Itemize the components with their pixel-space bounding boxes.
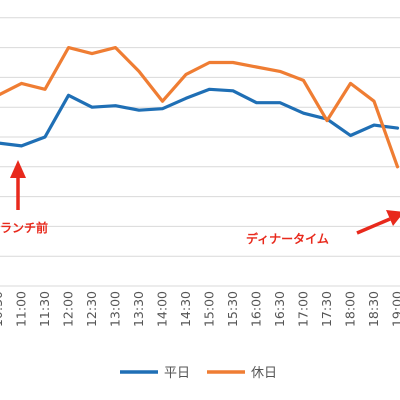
x-tick-label: 16:00 bbox=[249, 291, 264, 327]
series-line bbox=[0, 87, 400, 148]
x-tick-label: 12:00 bbox=[61, 291, 76, 327]
x-tick-label: 15:00 bbox=[202, 291, 217, 327]
x-tick-label: 19:00 bbox=[390, 291, 400, 327]
lunch-arrow-head bbox=[10, 160, 26, 178]
x-tick-label: 13:30 bbox=[131, 291, 146, 327]
x-tick-label: 12:30 bbox=[84, 291, 99, 327]
x-tick-label: 15:30 bbox=[225, 291, 240, 327]
series-line bbox=[0, 45, 400, 169]
x-tick-label: 13:00 bbox=[108, 291, 123, 327]
legend-label: 平日 bbox=[164, 366, 190, 381]
annotation-lunch: ランチ前 bbox=[0, 220, 48, 235]
gridlines bbox=[0, 17, 400, 287]
dinner-arrow-head bbox=[386, 210, 400, 226]
dinner-arrow bbox=[356, 217, 391, 235]
x-tick-label: 18:30 bbox=[366, 291, 381, 327]
x-tick-label: 14:30 bbox=[178, 291, 193, 327]
x-tick-label: 11:30 bbox=[37, 291, 52, 327]
x-tick-label: 17:00 bbox=[296, 291, 311, 327]
series-lines bbox=[0, 45, 400, 169]
legend-label: 休日 bbox=[251, 366, 277, 381]
x-tick-label: 14:00 bbox=[155, 291, 170, 327]
x-tick-label: 10:30 bbox=[0, 291, 5, 327]
x-tick-label: 16:30 bbox=[272, 291, 287, 327]
annotation-dinner: ディナータイム bbox=[246, 231, 329, 246]
x-tick-label: 17:30 bbox=[319, 291, 334, 327]
legend: 平日 休日 bbox=[120, 366, 277, 381]
x-tick-label: 18:00 bbox=[343, 291, 358, 327]
x-tick-label: 11:00 bbox=[14, 291, 29, 327]
x-axis-ticks: 10:30 11:00 11:30 12:00 12:30 13:00 13:30 14:00… bbox=[0, 291, 400, 327]
